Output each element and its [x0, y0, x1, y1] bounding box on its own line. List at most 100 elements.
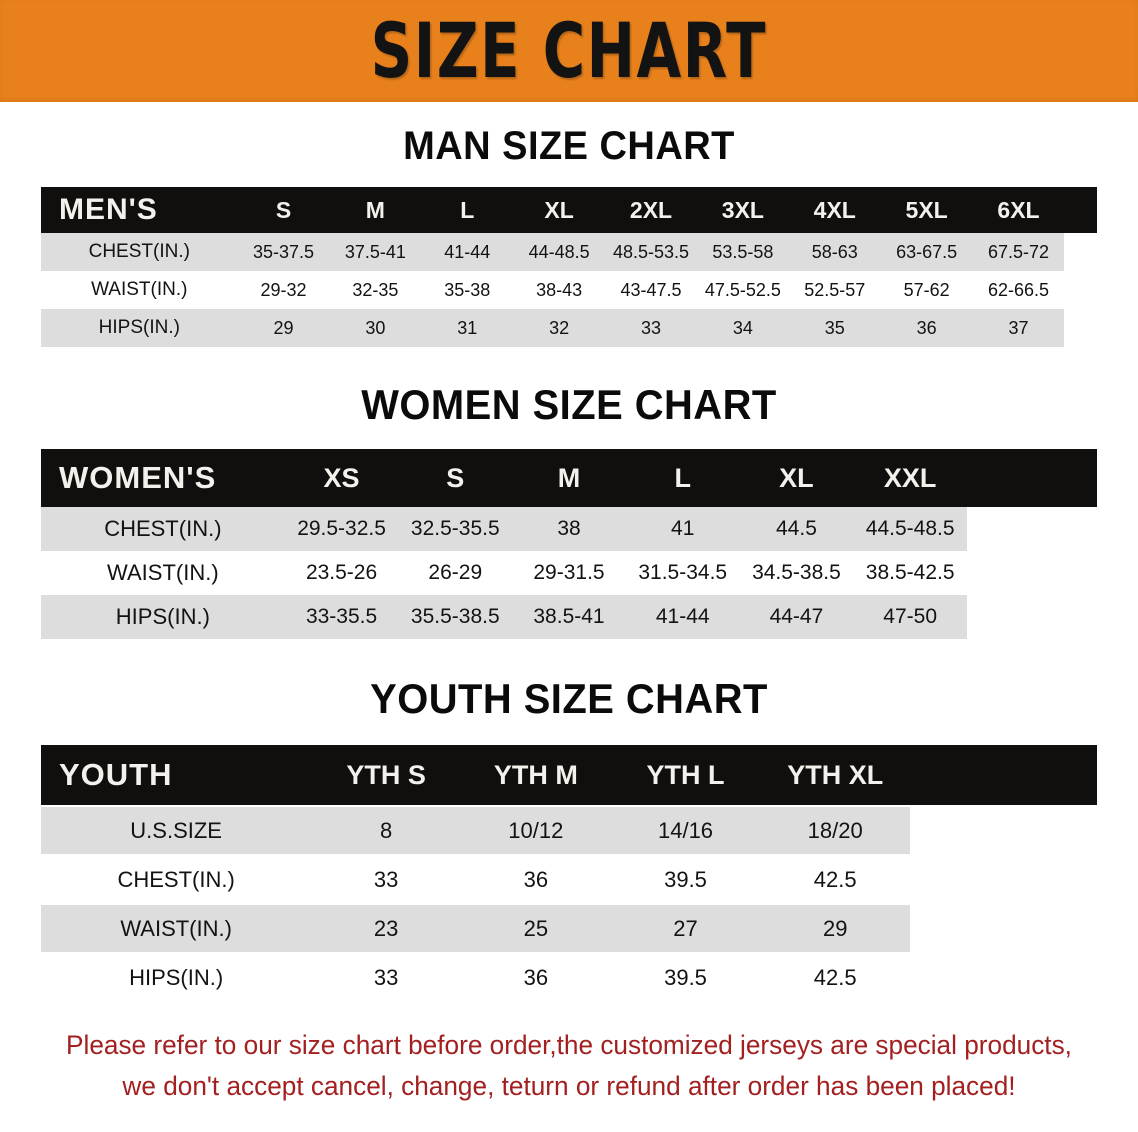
men-size-header-5: 2XL	[629, 196, 673, 223]
table-cell: 33-35.5	[305, 605, 378, 628]
table-cell: 58-63	[811, 241, 858, 262]
table-cell: 29-32	[260, 279, 307, 300]
women-size-header-6: XXL	[883, 462, 937, 493]
table-cell: 42.5	[813, 866, 857, 892]
men-size-header-3: L	[460, 196, 475, 223]
table-cell: 32	[549, 317, 570, 338]
disclaimer-line-2: we don't accept cancel, change, teturn o…	[122, 1071, 1016, 1102]
men-row-label-2: WAIST(IN.)	[91, 279, 188, 300]
youth-size-table: YOUTH YTH S YTH M YTH L YTH XL U.S.SIZE 8 10/12…	[41, 745, 1097, 1003]
men-size-header-9: 6XL	[997, 196, 1040, 223]
women-size-header-2: S	[446, 462, 465, 493]
men-row-spacer	[1064, 233, 1097, 271]
youth-row-label-4: HIPS(IN.)	[129, 964, 224, 990]
table-cell: 33	[640, 317, 662, 338]
men-row-label-3: HIPS(IN.)	[98, 317, 180, 338]
women-size-header-1: XS	[323, 462, 360, 493]
table-row: WAIST(IN.) 23 25 27 29	[41, 904, 1097, 953]
women-section-title: WOMEN SIZE CHART	[361, 381, 777, 428]
table-cell: 34	[732, 317, 753, 338]
women-header-row: WOMEN'S XS S M L XL XXL	[41, 449, 1097, 507]
table-cell: 44-48.5	[528, 241, 590, 262]
youth-table-body: YOUTH YTH S YTH M YTH L YTH XL U.S.SIZE 8 10/12…	[41, 745, 1097, 1002]
men-size-header-4: XL	[544, 196, 574, 223]
table-cell: 47.5-52.5	[704, 279, 781, 300]
disclaimer-line-1: Please refer to our size chart before or…	[66, 1030, 1072, 1060]
table-cell: 37	[1008, 317, 1029, 338]
table-cell: 27	[673, 915, 698, 941]
youth-row-spacer	[910, 855, 1097, 904]
table-cell: 41	[671, 517, 695, 540]
table-cell: 26-29	[428, 561, 483, 584]
table-cell: 35-37.5	[252, 241, 315, 262]
men-size-header-2: M	[365, 196, 385, 223]
table-cell: 38.5-42.5	[865, 561, 955, 584]
men-size-header-8: 5XL	[905, 196, 948, 223]
page-title: SIZE CHART	[370, 6, 768, 95]
table-row: HIPS(IN.) 29 30 31 32 33 34 35 36 37	[41, 309, 1097, 347]
table-cell: 23.5-26	[305, 561, 378, 584]
table-cell: 44-47	[769, 605, 824, 628]
table-row: CHEST(IN.) 35-37.5 37.5-41 41-44 44-48.5 48.5…	[41, 233, 1097, 271]
table-cell: 31	[457, 317, 478, 338]
table-cell: 18/20	[807, 817, 863, 843]
youth-row-spacer	[910, 904, 1097, 953]
youth-row-label-1: U.S.SIZE	[130, 817, 222, 843]
table-cell: 31.5-34.5	[638, 561, 728, 584]
men-size-header-7: 4XL	[813, 196, 856, 223]
table-cell: 35-38	[444, 279, 491, 300]
youth-section-title: YOUTH SIZE CHART	[370, 675, 768, 722]
table-cell: 41-44	[655, 605, 710, 628]
men-table-body: MEN'S S M L XL 2XL 3XL 4XL 5XL 6XL CHEST(IN.) 35-37…	[41, 187, 1097, 347]
table-row: HIPS(IN.) 33 36 39.5 42.5	[41, 953, 1097, 1002]
table-cell: 47-50	[883, 605, 938, 628]
men-size-header-6: 3XL	[721, 196, 764, 223]
table-cell: 63-67.5	[896, 241, 958, 262]
youth-row-label-3: WAIST(IN.)	[120, 915, 232, 941]
men-row-spacer	[1064, 309, 1097, 347]
youth-header-spacer	[910, 745, 1097, 806]
table-cell: 36	[523, 866, 549, 892]
youth-size-header-3: YTH L	[646, 759, 725, 790]
table-cell: 52.5-57	[804, 279, 866, 300]
table-row: WAIST(IN.) 23.5-26 26-29 29-31.5 31.5-34.5 34…	[41, 551, 1097, 595]
man-section-title: MAN SIZE CHART	[403, 124, 735, 168]
men-size-table: MEN'S S M L XL 2XL 3XL 4XL 5XL 6XL CHEST(IN.) 35-37…	[41, 187, 1097, 347]
table-cell: 48.5-53.5	[612, 241, 690, 262]
table-cell: 33	[373, 866, 399, 892]
table-cell: 35.5-38.5	[410, 605, 500, 628]
men-row-spacer	[1064, 271, 1097, 309]
table-cell: 32.5-35.5	[410, 517, 500, 540]
women-size-header-4: L	[674, 462, 691, 493]
table-cell: 8	[380, 817, 393, 843]
youth-header-row: YOUTH YTH S YTH M YTH L YTH XL	[41, 745, 1097, 806]
table-cell: 38-43	[536, 279, 583, 300]
women-row-label-2: WAIST(IN.)	[107, 560, 219, 585]
youth-row-label-2: CHEST(IN.)	[117, 866, 235, 892]
table-cell: 36	[523, 964, 549, 990]
table-row: CHEST(IN.) 33 36 39.5 42.5	[41, 855, 1097, 904]
youth-row-spacer	[910, 953, 1097, 1002]
table-cell: 38	[557, 517, 581, 540]
women-row-label-1: CHEST(IN.)	[104, 516, 222, 541]
table-cell: 29	[273, 317, 294, 338]
table-cell: 34.5-38.5	[752, 561, 841, 584]
youth-size-header-4: YTH XL	[787, 759, 884, 790]
table-cell: 67.5-72	[987, 241, 1050, 262]
table-row: HIPS(IN.) 33-35.5 35.5-38.5 38.5-41 41-44 44-…	[41, 595, 1097, 639]
men-corner-label: MEN'S	[59, 193, 158, 226]
order-policy-disclaimer: Please refer to our size chart before or…	[52, 1025, 1086, 1107]
table-cell: 33	[373, 964, 399, 990]
table-cell: 10/12	[508, 817, 564, 843]
table-cell: 23	[373, 915, 399, 941]
table-cell: 29	[822, 915, 848, 941]
table-cell: 39.5	[664, 964, 707, 990]
table-cell: 41-44	[444, 241, 491, 262]
men-header-spacer	[1064, 187, 1097, 233]
table-row: CHEST(IN.) 29.5-32.5 32.5-35.5 38 41 44.5 44.5…	[41, 507, 1097, 551]
table-cell: 25	[523, 915, 549, 941]
table-cell: 62-66.5	[987, 279, 1050, 300]
table-cell: 53.5-58	[712, 241, 774, 262]
men-header-row: MEN'S S M L XL 2XL 3XL 4XL 5XL 6XL	[41, 187, 1097, 233]
women-header-spacer	[967, 449, 1097, 507]
